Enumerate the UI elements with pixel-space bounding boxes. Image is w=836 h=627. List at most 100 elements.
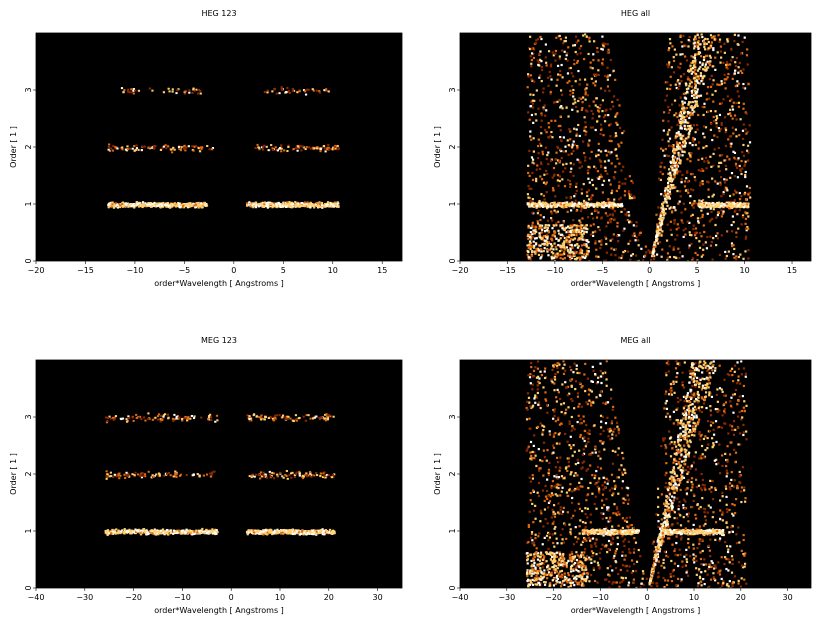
data-point [606, 50, 609, 54]
y-tick-label: 2 [448, 144, 457, 149]
data-point [731, 105, 734, 108]
data-point [607, 114, 610, 117]
data-point [587, 189, 591, 192]
data-point [553, 235, 557, 238]
data-point [697, 95, 701, 98]
data-point [665, 201, 668, 204]
data-point [720, 215, 723, 218]
data-point [206, 530, 209, 533]
data-point [635, 221, 638, 224]
data-point [690, 242, 693, 246]
data-point [687, 191, 690, 194]
data-point [327, 205, 330, 208]
data-point [662, 208, 665, 211]
data-point [529, 130, 532, 133]
data-point [718, 130, 721, 133]
data-point [543, 173, 546, 176]
data-point [724, 144, 728, 148]
data-point [549, 65, 552, 68]
data-point [607, 150, 610, 153]
data-point [558, 225, 562, 228]
data-point [595, 209, 598, 212]
data-point [306, 203, 309, 206]
data-point [546, 172, 549, 175]
data-point [577, 230, 581, 234]
data-point [609, 152, 612, 155]
data-point [742, 257, 745, 260]
data-point [577, 205, 581, 208]
data-point [600, 216, 603, 219]
data-points [107, 86, 340, 209]
data-point [696, 44, 699, 47]
data-point [579, 250, 582, 253]
data-point [697, 147, 700, 150]
data-point [746, 226, 749, 229]
data-point [614, 171, 617, 174]
data-point [149, 530, 152, 533]
data-point [540, 112, 543, 115]
data-point [181, 206, 184, 209]
data-point [696, 69, 700, 72]
data-point [702, 132, 705, 135]
data-point [705, 201, 708, 204]
data-point [213, 531, 216, 534]
data-point [602, 259, 606, 261]
data-point [182, 530, 185, 533]
data-point [566, 201, 569, 204]
data-point [690, 152, 693, 155]
data-point [600, 127, 603, 130]
data-point [679, 127, 682, 130]
data-point [671, 164, 674, 167]
data-point [584, 33, 587, 36]
data-point [652, 252, 655, 255]
data-point [578, 134, 581, 138]
data-point [580, 202, 583, 205]
data-point [206, 531, 209, 534]
data-point [724, 164, 728, 167]
data-point [587, 144, 590, 147]
data-point [574, 257, 577, 261]
data-point [697, 141, 701, 144]
data-point [538, 233, 541, 236]
data-point [599, 103, 602, 107]
data-point [666, 259, 669, 261]
data-point [588, 181, 591, 184]
data-point [614, 78, 617, 81]
data-point [199, 529, 203, 532]
data-point [597, 149, 600, 152]
data-point [566, 248, 569, 252]
data-point [527, 184, 530, 188]
data-point [736, 90, 739, 93]
data-point [660, 147, 663, 150]
data-point [188, 203, 192, 206]
data-point [107, 145, 110, 148]
data-point [593, 40, 596, 43]
data-point [712, 100, 715, 103]
data-point [689, 128, 692, 131]
data-point [621, 131, 624, 135]
data-point [585, 201, 588, 204]
data-point [581, 238, 584, 241]
data-point [157, 533, 160, 536]
data-point [581, 233, 584, 236]
data-point [288, 201, 291, 204]
data-point [148, 203, 151, 206]
data-point [710, 36, 713, 39]
data-point [659, 215, 662, 218]
data-point [742, 202, 745, 205]
data-point [699, 169, 702, 173]
data-point [689, 201, 692, 205]
data-point [736, 43, 739, 46]
data-point [543, 226, 546, 230]
data-point [695, 123, 699, 127]
data-point [739, 168, 742, 171]
data-point [617, 186, 621, 190]
data-point [597, 226, 600, 229]
data-point [734, 164, 738, 167]
data-point [560, 224, 563, 227]
data-point [657, 224, 661, 228]
data-point [679, 124, 682, 127]
data-point [567, 239, 570, 242]
data-point [630, 197, 633, 200]
data-point [724, 203, 727, 206]
